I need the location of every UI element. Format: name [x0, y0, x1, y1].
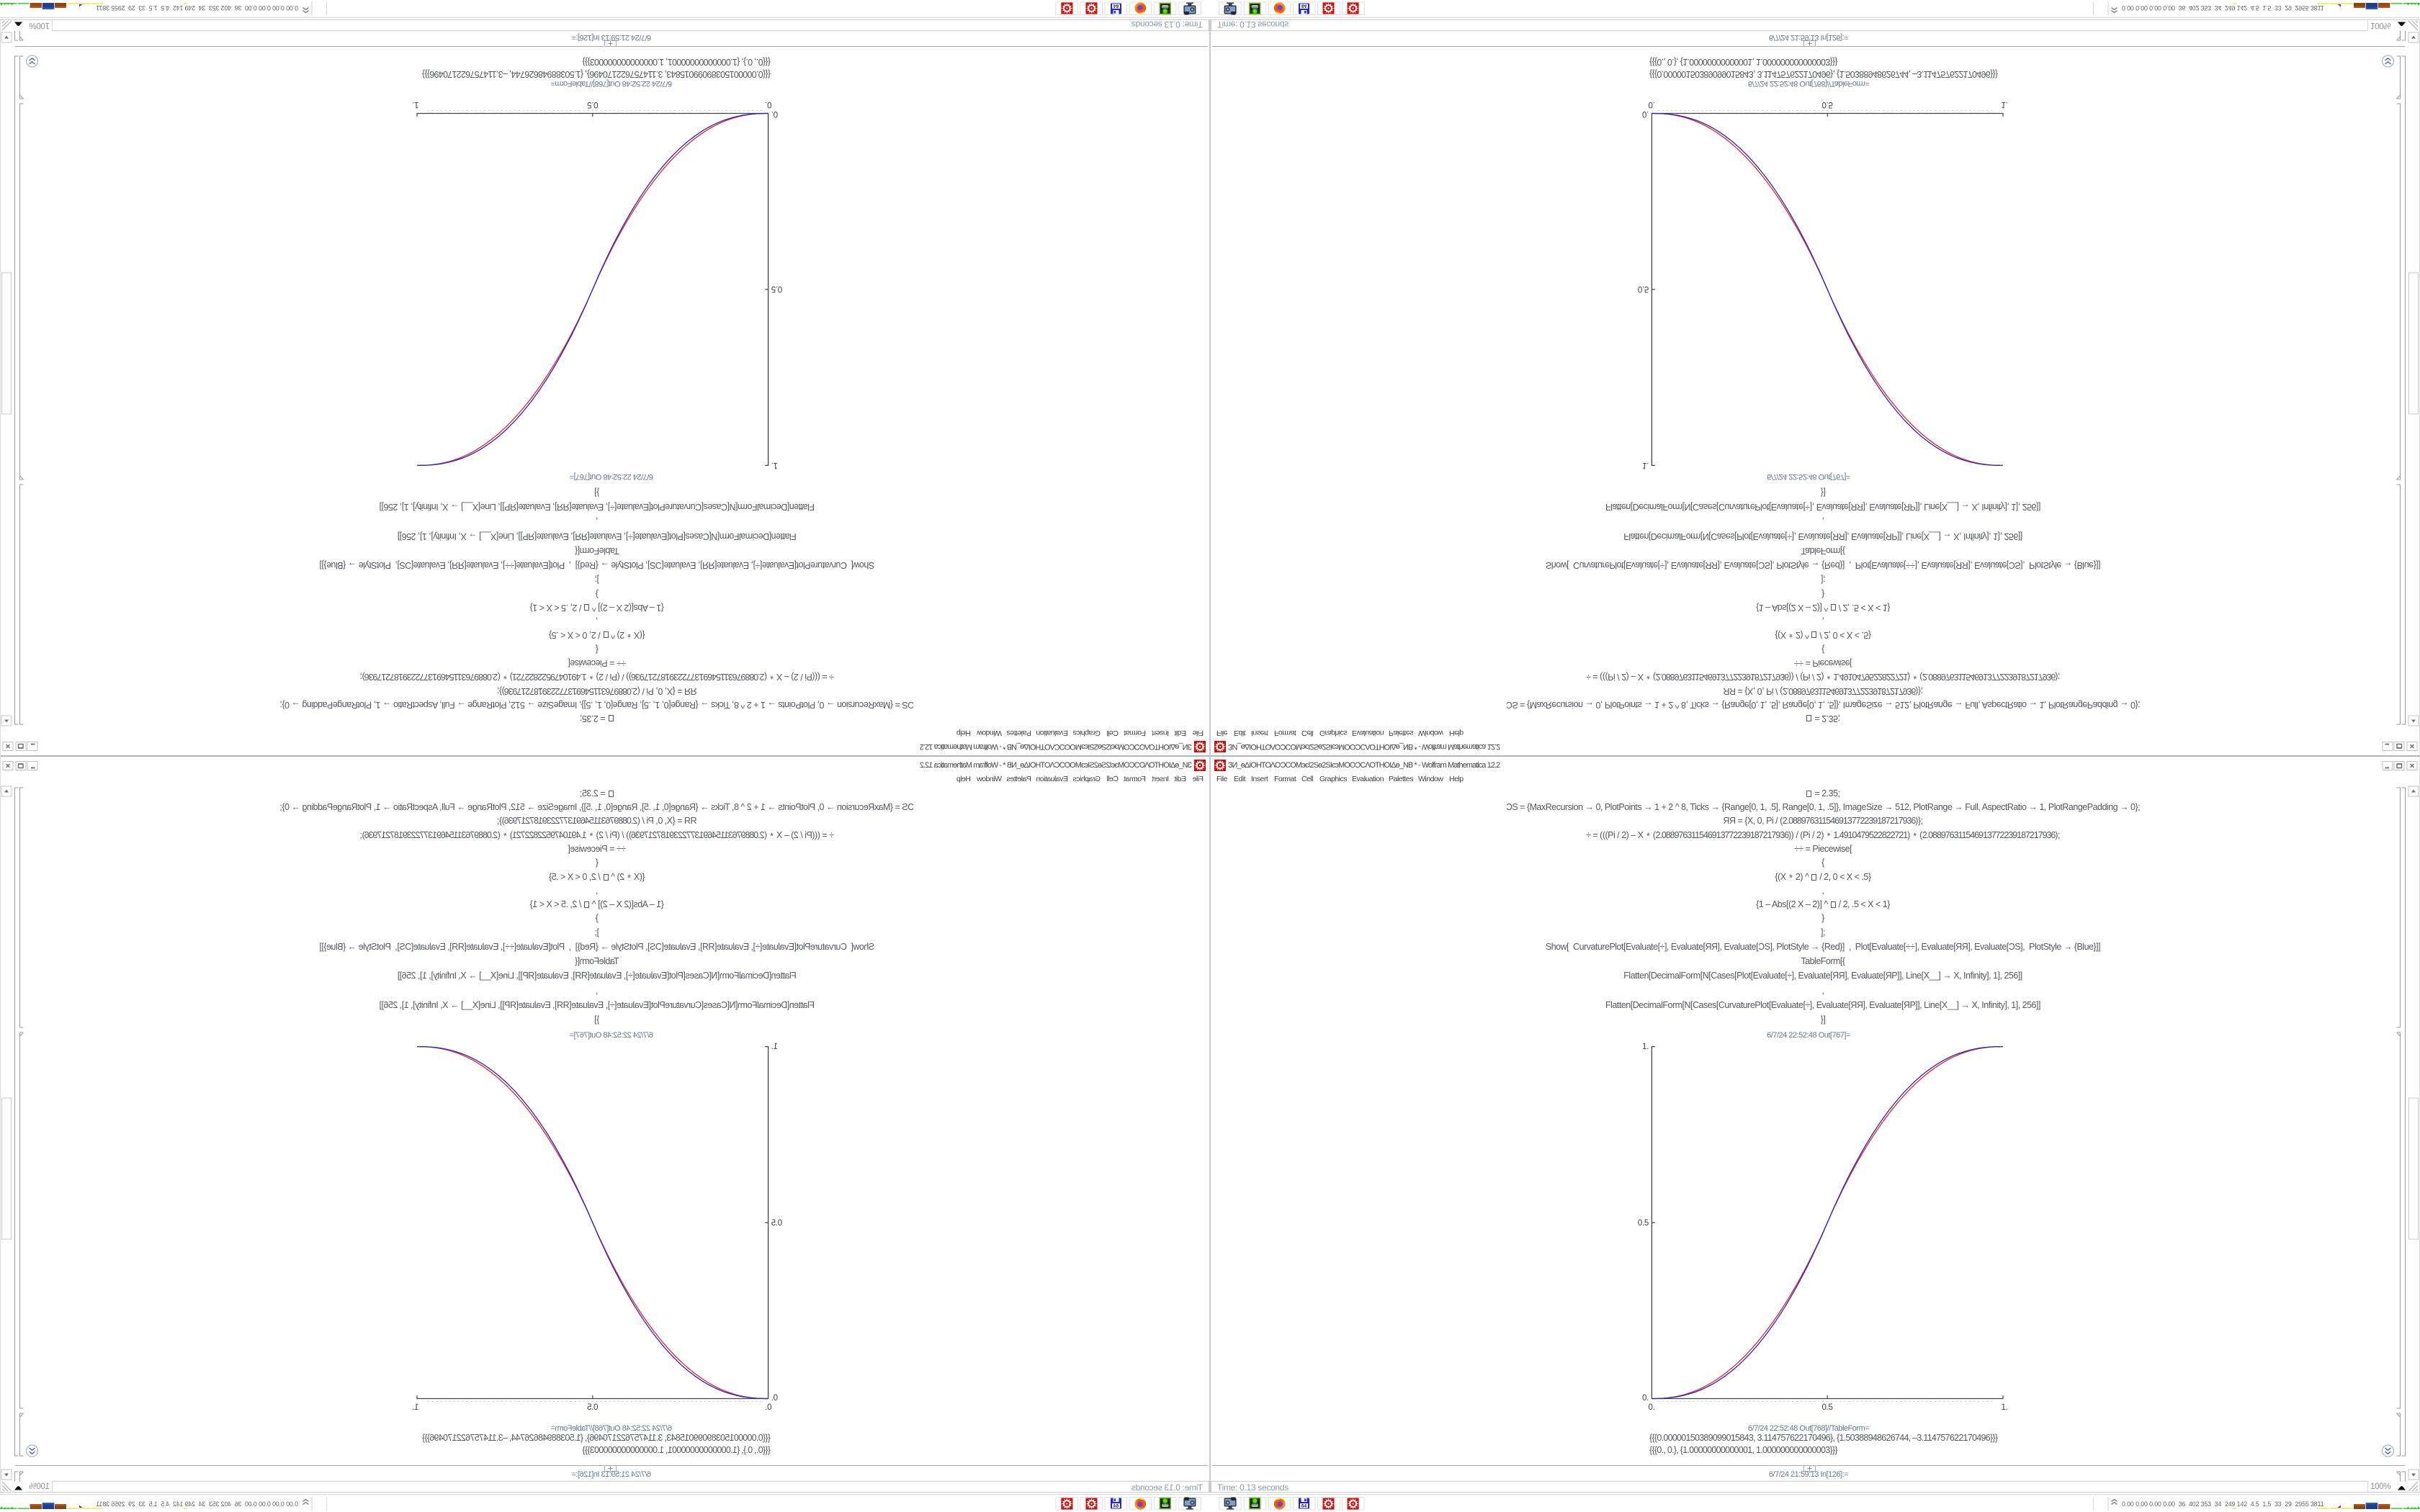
svg-text:64: 64: [1301, 3, 1307, 8]
svg-text:64: 64: [1301, 1504, 1307, 1509]
svg-text:64: 64: [1113, 3, 1119, 8]
svg-text:64: 64: [1113, 1504, 1119, 1509]
